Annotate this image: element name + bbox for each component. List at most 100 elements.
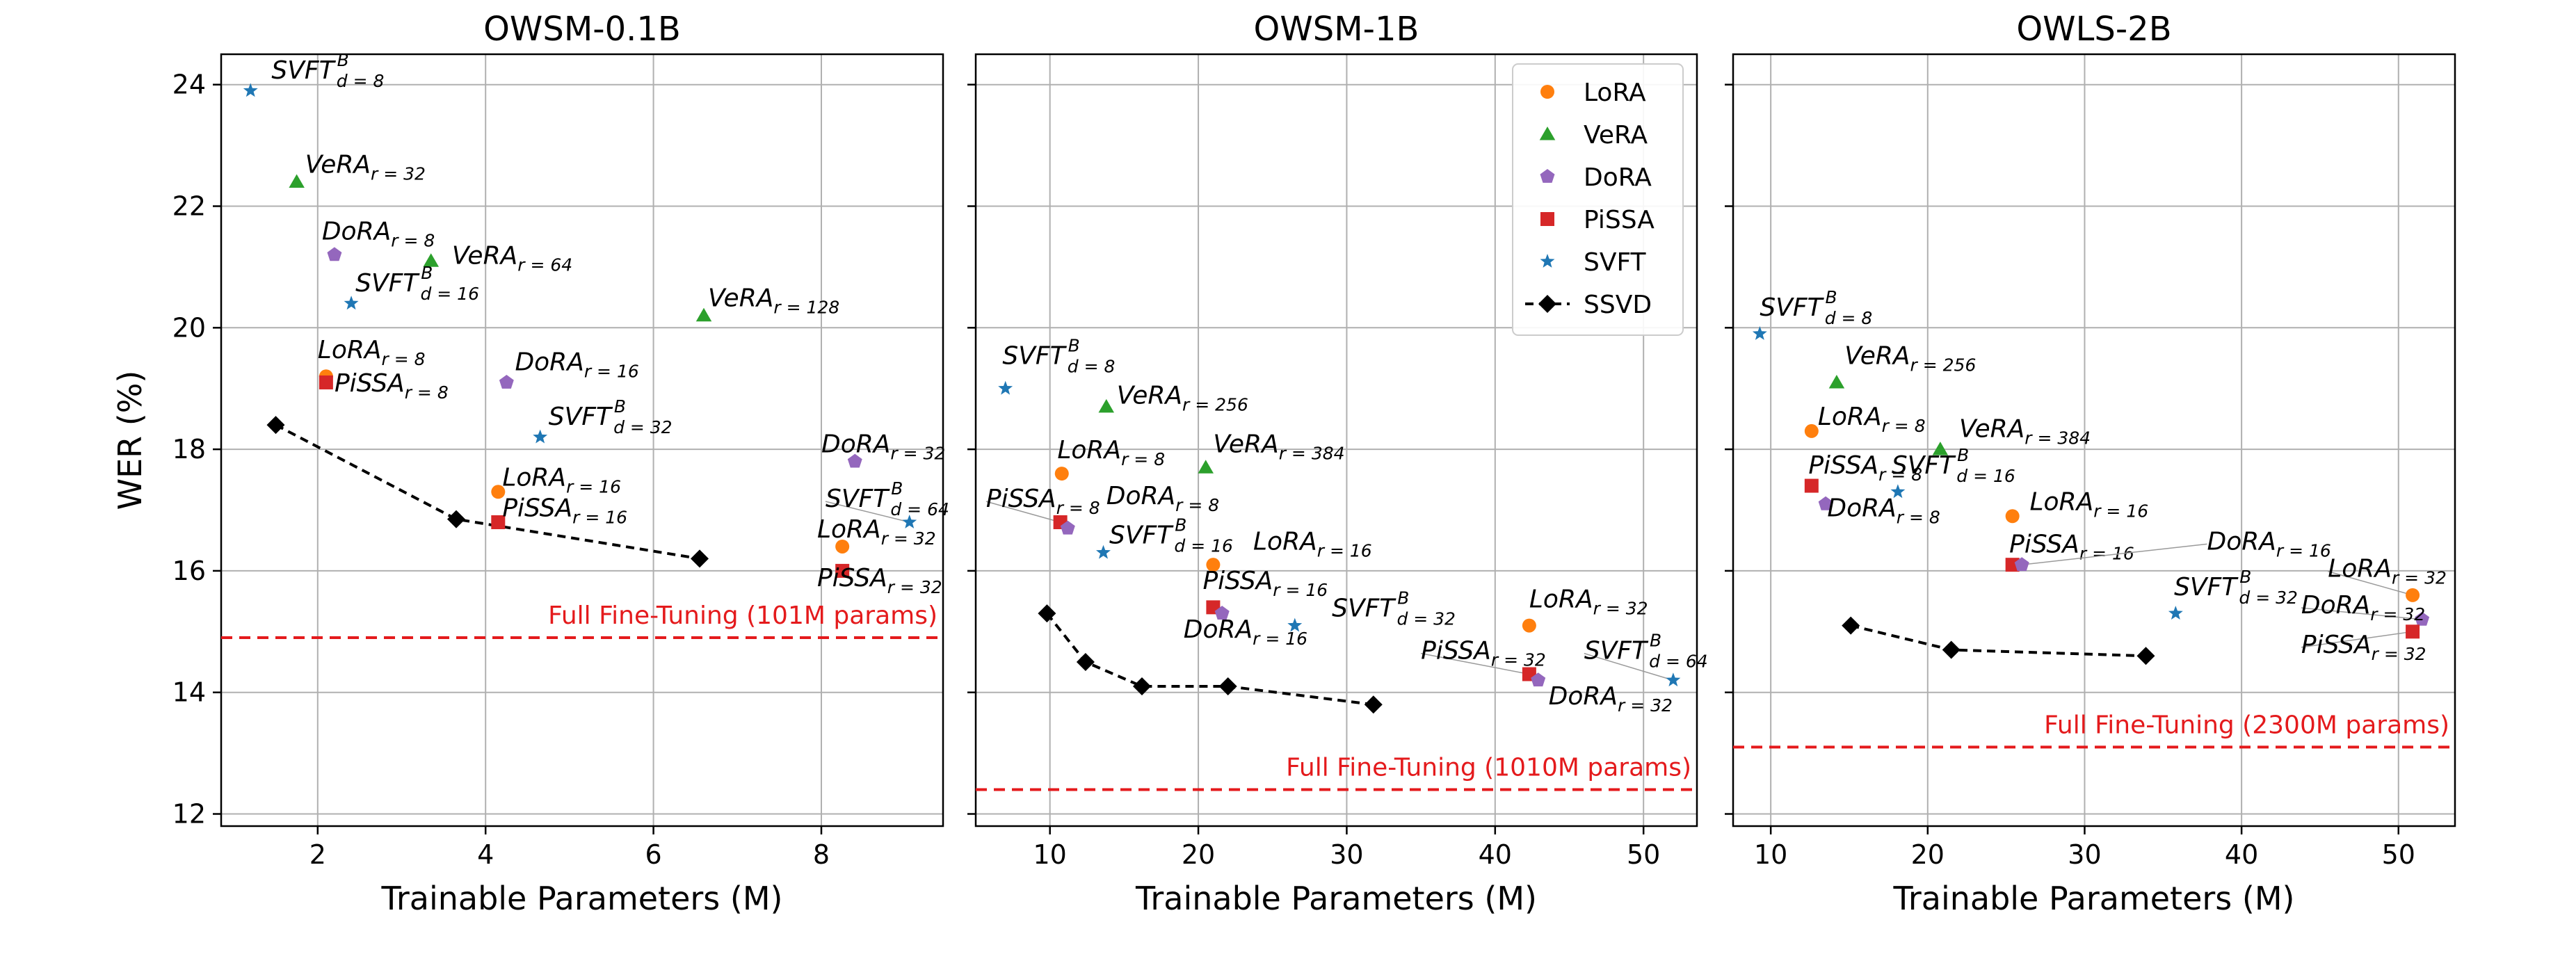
legend-marker-vera: [1539, 127, 1556, 140]
point-vera-4: [1932, 442, 1949, 455]
point-dora-10: [1214, 606, 1230, 620]
point-label-pissa-13: PiSSAr = 32: [1421, 637, 1546, 670]
x-tick-label-40: 40: [1479, 839, 1512, 870]
point-label-dora-14: DoRAr = 32: [1549, 682, 1673, 716]
ssvd-point-2: [1942, 640, 1961, 659]
ssvd-point-3: [691, 549, 709, 568]
point-svft-6: [1890, 484, 1906, 499]
point-lora-15: [835, 539, 850, 554]
x-tick-label-6: 6: [645, 839, 661, 870]
point-lora-3: [1804, 423, 1819, 438]
x-tick-label-50: 50: [1627, 839, 1660, 870]
point-label-vera-2: VeRAr = 256: [1117, 382, 1248, 415]
point-label-vera-6: VeRAr = 128: [708, 284, 839, 318]
point-pissa-16: [835, 563, 850, 578]
point-svft-15: [1666, 672, 1681, 687]
point-dora-13: [2415, 611, 2430, 626]
ssvd-point-4: [1218, 677, 1237, 695]
point-svft-5: [344, 296, 359, 310]
point-label-pissa-5: PiSSAr = 8: [986, 485, 1100, 518]
point-dora-6: [1060, 520, 1075, 535]
point-svft-7: [1096, 544, 1111, 559]
point-label-dora-6: DoRAr = 8: [1106, 482, 1219, 515]
point-lora-8: [2005, 509, 2020, 524]
legend-label-dora: DoRA: [1584, 163, 1652, 192]
x-tick-label-40: 40: [2225, 839, 2258, 870]
x-tick-label-30: 30: [2068, 839, 2101, 870]
ssvd-point-1: [1038, 604, 1056, 623]
point-label-lora-12: LoRAr = 32: [2328, 555, 2447, 588]
point-label-vera-2: VeRAr = 256: [1844, 342, 1976, 376]
x-tick-label-20: 20: [1182, 839, 1215, 870]
point-lora-12: [2406, 588, 2420, 602]
point-svft-10: [533, 429, 548, 444]
point-svft-1: [243, 83, 258, 97]
legend-marker-ssvd: [1538, 295, 1556, 313]
point-label-pissa-9: PiSSAr = 16: [1202, 567, 1328, 600]
point-svft-14: [902, 515, 917, 528]
ssvd-point-1: [266, 416, 285, 435]
legend-marker-dora: [1540, 169, 1555, 183]
x-tick-label-8: 8: [813, 839, 830, 870]
point-dora-10: [2014, 557, 2029, 572]
point-label-pissa-14: PiSSAr = 32: [2301, 631, 2426, 664]
point-label-dora-7: DoRAr = 8: [1827, 494, 1940, 527]
y-tick-label-16: 16: [172, 556, 206, 586]
point-label-pissa-13: PiSSAr = 16: [502, 494, 627, 527]
ssvd-point-3: [2136, 647, 2155, 665]
point-label-pissa-5: PiSSAr = 8: [1808, 451, 1922, 485]
point-label-lora-7: LoRAr = 8: [318, 336, 426, 369]
full-ft-label: Full Fine-Tuning (2300M params): [2044, 711, 2449, 739]
point-label-lora-15: LoRAr = 32: [817, 515, 936, 549]
panel-title: OWSM-1B: [1254, 10, 1419, 49]
point-label-vera-4: VeRAr = 64: [452, 242, 572, 275]
point-vera-3: [1198, 460, 1214, 474]
leader-line: [2022, 543, 2207, 565]
point-svft-11: [1287, 617, 1303, 632]
point-lora-4: [1054, 467, 1069, 481]
x-tick-label-50: 50: [2382, 839, 2415, 870]
legend: LoRA VeRA DoRA PiSSA SVFT SSVD: [1512, 63, 1684, 336]
point-vera-2: [1828, 375, 1845, 389]
point-label-dora-11: DoRAr = 32: [821, 430, 945, 463]
point-svft-11: [2168, 606, 2183, 620]
point-label-dora-10: DoRAr = 16: [1184, 615, 1307, 649]
point-dora-11: [847, 453, 862, 468]
leader-line: [825, 501, 910, 523]
point-svft-1: [998, 380, 1013, 395]
legend-label-svft: SVFT: [1584, 248, 1647, 277]
point-dora-3: [327, 247, 342, 261]
leader-line: [2301, 607, 2422, 620]
point-label-pissa-16: PiSSAr = 32: [817, 564, 942, 597]
x-tick-label-20: 20: [1911, 839, 1945, 870]
point-label-vera-4: VeRAr = 384: [1959, 415, 2091, 449]
axes-frame: [974, 53, 1698, 827]
legend-marker-pissa: [1540, 212, 1554, 226]
leader-line: [2328, 570, 2413, 596]
point-pissa-14: [2406, 624, 2420, 639]
point-label-lora-3: LoRAr = 8: [1818, 403, 1926, 436]
legend-marker-lora: [1540, 85, 1554, 99]
panel-title: OWSM-0.1B: [483, 10, 681, 49]
legend-label-pissa: PiSSA: [1584, 206, 1655, 234]
point-label-vera-2: VeRAr = 32: [305, 150, 426, 184]
y-tick-label-20: 20: [172, 312, 206, 343]
point-pissa-13: [491, 515, 506, 529]
legend-label-ssvd: SSVD: [1584, 291, 1652, 319]
panel-3: 10 20 30 40 50 OWLS-2B Trainable Parameters (M…: [1725, 10, 2456, 917]
point-lora-12: [491, 485, 506, 499]
ssvd-line: [1045, 612, 1374, 706]
point-pissa-5: [1804, 478, 1819, 493]
leader-line: [1420, 652, 1530, 675]
ssvd-line: [1850, 624, 2146, 658]
leader-line: [1584, 652, 1674, 681]
x-tick-label-10: 10: [1033, 839, 1067, 870]
